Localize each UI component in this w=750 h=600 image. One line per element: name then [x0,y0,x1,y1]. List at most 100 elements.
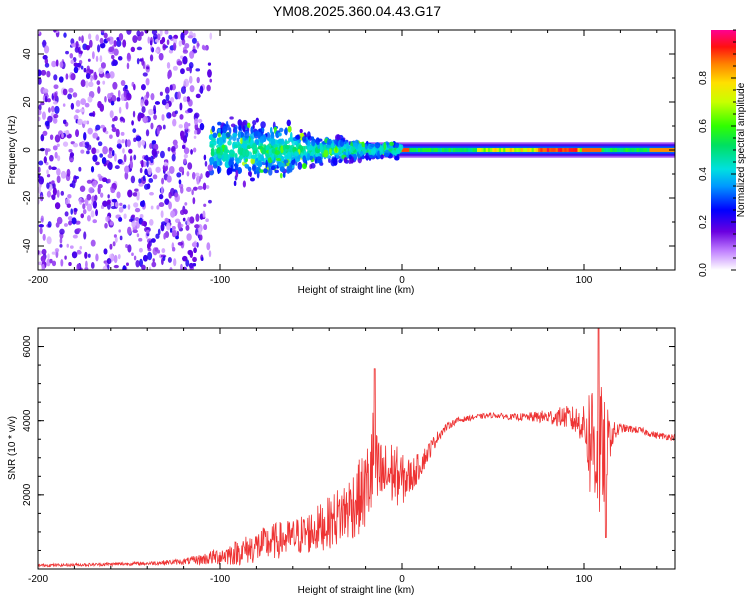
spectrogram-blob [109,147,113,151]
spectrogram-blob [196,241,199,248]
spectrogram-blob [69,152,75,158]
spectrogram-core-cell [468,148,471,152]
spectrogram-blob [152,174,158,180]
snr-panel: -200 -100 0 100 2000 4000 6000 Height of stra… [7,327,676,596]
spectrogram-core-cell [575,148,578,152]
spectrogram-blob [56,216,63,225]
spectrogram-blob [85,72,91,80]
spectrogram-blob [172,139,178,146]
spectrogram-blob [187,108,193,113]
spectrogram-blob [75,220,81,225]
spectrogram-blob [153,114,157,120]
spectrogram-blob [69,245,74,249]
spectrogram-blob [141,264,146,270]
spectrogram-blob [208,199,212,204]
spectrogram-blob [179,209,185,216]
spectrogram-blob [88,81,94,88]
spectrogram-blob [195,68,201,72]
spectrogram-blob [80,98,86,106]
spectrogram-core-cell [653,148,657,152]
spectrogram-blob [274,169,279,174]
spectrogram-blob [182,56,188,65]
spectrogram-blob [40,255,46,263]
spectrogram-blob [295,134,301,140]
spectrogram-blob [114,236,118,243]
spectrogram-blob [234,153,238,159]
colorbar-tick-label: 0.4 [698,167,709,181]
spectrogram-core-cell [642,148,646,152]
spectrogram-blob [307,153,311,161]
spectrogram-blob [167,257,172,263]
spectrogram-core-cell [455,148,458,152]
spectrogram-blob [102,200,108,207]
spectrogram-blob [274,150,281,155]
snr-y-ticks: 2000 4000 6000 [22,327,675,570]
spectrogram-blob [133,83,136,91]
spectrogram-blob [86,179,92,184]
spectrogram-blob [93,71,97,80]
spectrogram-blob [148,266,152,270]
spectrogram-blob [207,164,213,172]
spectrogram-blob [172,247,176,252]
spectrogram-blob [51,194,56,201]
spectrogram-blob [49,134,54,140]
spectrogram-blob [334,157,338,163]
spectrogram-blob [326,138,332,146]
spectrogram-blob [162,255,166,262]
spectrogram-blob [136,57,140,65]
spectrogram-blob [49,154,54,162]
spectrogram-blob [177,241,184,246]
spectrogram-marks [38,30,675,270]
spectrogram-blob [185,259,190,267]
spectrogram-blob [131,220,136,228]
spectrogram-blob [127,189,133,198]
spectrogram-blob [209,78,212,83]
spectrogram-blob [261,127,265,133]
spectrogram-blob [105,130,109,135]
spectrogram-core-cell [505,148,508,152]
spectrogram-blob [261,147,267,155]
spectrogram-blob [139,58,143,62]
spectrogram-blob [42,233,46,241]
spectrogram-blob [250,126,254,135]
spectrogram-blob [265,159,268,169]
spectrogram-blob [106,258,112,264]
spectrogram-blob [46,70,51,78]
spectrogram-blob [73,114,79,120]
spectrogram-blob [137,114,141,122]
spectrogram-blob [328,157,331,163]
spectrogram-blob [87,127,93,135]
spectrogram-blob [353,142,358,147]
spectrogram-blob [191,37,197,44]
spectrogram-blob [151,261,157,268]
spectrogram-blob [270,153,275,161]
spectrogram-blob [164,86,170,94]
spectrogram-core-cell [662,148,666,152]
spectrogram-blob [71,217,77,225]
spectrogram-blob [86,193,92,201]
spectrogram-blob [237,119,242,127]
spectrogram-blob [113,234,117,238]
spectrogram-blob [192,262,197,267]
spectrogram-blob [160,223,165,232]
spectrogram-blob [182,255,188,262]
spectrogram-blob [40,102,45,106]
spectrogram-blob [170,97,175,103]
spectrogram-blob [91,195,96,203]
spectrogram-blob [229,116,234,120]
spectrogram-blob [203,203,207,207]
spectrogram-blob [55,59,59,67]
spectrogram-blob [69,183,74,188]
spectrogram-blob [75,40,79,49]
spectrogram-blob [188,62,194,69]
spectrogram-blob [235,169,239,178]
spectrogram-blob [192,171,196,180]
spectrogram-blob [95,161,100,166]
spectrogram-blob [53,113,59,119]
spectrogram-blob [92,219,97,224]
spectrogram-blob [138,178,142,184]
spectrogram-blob [118,106,122,114]
spectrogram-blob [183,209,188,215]
spectrogram-core-cell [570,148,574,152]
spectrogram-blob [130,175,136,184]
